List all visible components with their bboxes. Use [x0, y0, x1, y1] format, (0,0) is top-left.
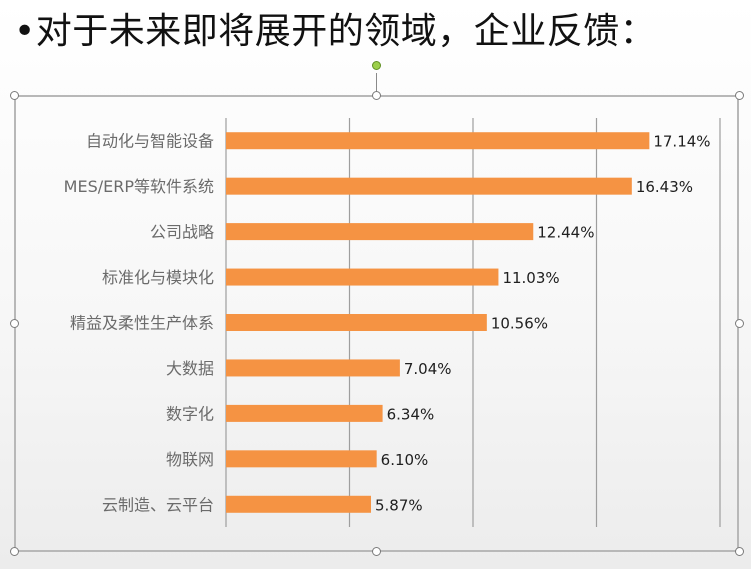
category-label-6: 数字化: [166, 404, 214, 423]
bar-2: [226, 223, 534, 241]
value-label-4: 10.56%: [491, 315, 548, 333]
value-label-8: 5.87%: [375, 496, 423, 514]
value-label-0: 17.14%: [653, 133, 710, 151]
value-label-5: 7.04%: [404, 360, 452, 378]
bar-7: [226, 450, 377, 468]
value-label-7: 6.10%: [381, 451, 429, 469]
resize-handle-middle-right-icon[interactable]: [735, 319, 744, 328]
category-label-2: 公司战略: [150, 223, 214, 242]
category-label-3: 标准化与模块化: [102, 268, 214, 287]
slide-title: •对于未来即将展开的领域，企业反馈：: [14, 11, 657, 52]
category-label-5: 大数据: [166, 359, 214, 378]
resize-handle-top-right-icon[interactable]: [735, 91, 744, 100]
resize-handle-bottom-left-icon[interactable]: [10, 547, 19, 556]
bar-3: [226, 268, 499, 286]
bar-0: [226, 132, 650, 150]
resize-handle-top-left-icon[interactable]: [10, 91, 19, 100]
resize-handle-bottom-right-icon[interactable]: [735, 547, 744, 556]
value-label-1: 16.43%: [636, 178, 693, 196]
value-label-3: 11.03%: [502, 269, 559, 287]
bar-5: [226, 359, 400, 377]
resize-handle-top-center-icon[interactable]: [372, 91, 381, 100]
value-label-2: 12.44%: [537, 224, 594, 242]
bar-4: [226, 314, 487, 331]
category-label-7: 物联网: [166, 450, 214, 469]
category-label-4: 精益及柔性生产体系: [70, 314, 214, 333]
rotation-connector: [376, 73, 377, 95]
value-label-6: 6.34%: [387, 405, 435, 423]
bar-1: [226, 177, 632, 195]
resize-handle-bottom-center-icon[interactable]: [372, 547, 381, 556]
bar-6: [226, 404, 383, 422]
bar-8: [226, 495, 371, 513]
resize-handle-middle-left-icon[interactable]: [10, 319, 19, 328]
category-label-0: 自动化与智能设备: [86, 132, 214, 151]
rotate-handle-icon[interactable]: [372, 61, 381, 70]
category-label-1: MES/ERP等软件系统: [64, 177, 214, 196]
category-label-8: 云制造、云平台: [102, 495, 214, 514]
